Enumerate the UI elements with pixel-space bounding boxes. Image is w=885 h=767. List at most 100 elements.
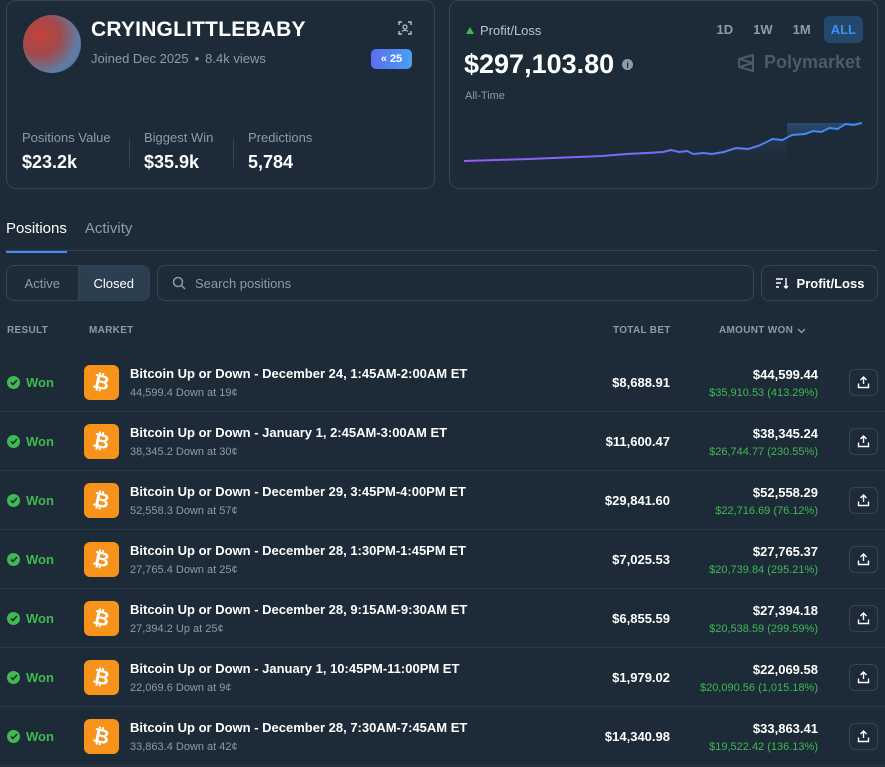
share-icon [857, 612, 870, 625]
stat-label: Biggest Win [144, 130, 214, 145]
stat-value: $35.9k [144, 152, 200, 172]
market-name[interactable]: Bitcoin Up or Down - January 1, 10:45PM-… [130, 661, 460, 676]
share-icon [857, 435, 870, 448]
rank-badge: «25 [371, 49, 412, 69]
table-row[interactable]: Won ₿ Bitcoin Up or Down - December 29, … [0, 471, 885, 530]
check-icon [7, 553, 20, 566]
result-label: Won [26, 611, 54, 626]
column-result: RESULT [7, 325, 49, 336]
check-icon [7, 730, 20, 743]
market-name[interactable]: Bitcoin Up or Down - December 28, 1:30PM… [130, 543, 466, 558]
bitcoin-icon[interactable]: ₿ [84, 601, 119, 636]
stat-label: Predictions [248, 130, 313, 145]
bitcoin-icon[interactable]: ₿ [84, 424, 119, 459]
range-1m[interactable]: 1M [792, 22, 811, 37]
share-button[interactable] [849, 428, 878, 455]
profile-card: CRYINGLITTLEBABY Joined Dec 2025 • 8.4k vi… [6, 0, 435, 189]
stat-predictions: Predictions 5,784 [248, 130, 312, 173]
trend-up-icon [466, 27, 474, 34]
chevron-down-icon [797, 328, 806, 333]
range-all[interactable]: ALL [823, 16, 863, 43]
divider [233, 139, 234, 167]
market-name[interactable]: Bitcoin Up or Down - December 28, 7:30AM… [130, 720, 468, 735]
search-input[interactable] [195, 275, 735, 291]
column-amount-won[interactable]: AMOUNT WON [719, 325, 806, 336]
polymarket-logo-icon [737, 53, 754, 72]
share-icon [857, 494, 870, 507]
share-icon [857, 730, 870, 743]
filter-closed[interactable]: Closed [77, 266, 149, 300]
result-status: Won [7, 729, 54, 744]
share-icon [857, 376, 870, 389]
divider [129, 139, 130, 167]
result-status: Won [7, 375, 54, 390]
profit-amount: $22,716.69 (76.12%) [715, 505, 818, 517]
info-icon[interactable]: i [622, 59, 634, 70]
market-name[interactable]: Bitcoin Up or Down - December 29, 3:45PM… [130, 484, 466, 499]
result-status: Won [7, 670, 54, 685]
total-bet: $1,979.02 [612, 670, 670, 685]
pnl-label: Profit/Loss [466, 23, 541, 38]
range-1d[interactable]: 1D [716, 22, 734, 37]
joined-date: Joined Dec 2025 [91, 51, 189, 66]
amount-won: $33,863.41 [752, 721, 818, 736]
position-detail: 27,765.4 Down at 25¢ [130, 564, 238, 576]
share-button[interactable] [849, 487, 878, 514]
bitcoin-icon[interactable]: ₿ [84, 660, 119, 695]
pnl-amount: $297,103.80 [464, 49, 615, 79]
market-name[interactable]: Bitcoin Up or Down - January 1, 2:45AM-3… [130, 425, 448, 440]
check-icon [7, 494, 20, 507]
profit-amount: $19,522.42 (136.13%) [709, 741, 818, 753]
tab-activity[interactable]: Activity [84, 220, 133, 237]
share-button[interactable] [849, 664, 878, 691]
result-label: Won [26, 493, 54, 508]
bitcoin-icon[interactable]: ₿ [84, 483, 119, 518]
market-name[interactable]: Bitcoin Up or Down - December 24, 1:45AM… [130, 366, 468, 381]
amount-won: $22,069.58 [752, 662, 818, 677]
column-amount-won-label: AMOUNT WON [719, 325, 794, 336]
pnl-period: All-Time [465, 90, 505, 102]
brand-name: Polymarket [763, 52, 861, 72]
avatar[interactable] [23, 15, 81, 73]
table-row[interactable]: Won ₿ Bitcoin Up or Down - December 28, … [0, 530, 885, 589]
stat-value: 5,784 [248, 152, 294, 172]
market-name[interactable]: Bitcoin Up or Down - December 28, 9:15AM… [130, 602, 468, 617]
tab-bar: Positions Activity [6, 220, 132, 253]
total-bet: $11,600.47 [605, 434, 670, 449]
result-status: Won [7, 552, 54, 567]
rewind-icon: « [380, 53, 387, 65]
tab-positions[interactable]: Positions [6, 220, 67, 253]
share-button[interactable] [849, 605, 878, 632]
table-row[interactable]: Won ₿ Bitcoin Up or Down - January 1, 10… [0, 648, 885, 707]
share-button[interactable] [849, 723, 878, 750]
sort-button[interactable]: Profit/Loss [761, 265, 878, 301]
share-button[interactable] [849, 546, 878, 573]
table-row[interactable]: Won ₿ Bitcoin Up or Down - December 28, … [0, 707, 885, 766]
positions-list: Won ₿ Bitcoin Up or Down - December 24, … [0, 353, 885, 766]
share-icon [857, 553, 870, 566]
column-total-bet[interactable]: TOTAL BET [613, 325, 671, 336]
range-selector: 1D 1W 1M ALL [710, 16, 863, 43]
amount-won: $27,394.18 [752, 603, 818, 618]
amount-won: $38,345.24 [752, 426, 818, 441]
bitcoin-icon[interactable]: ₿ [84, 542, 119, 577]
position-detail: 38,345.2 Down at 30¢ [130, 446, 238, 458]
result-status: Won [7, 493, 54, 508]
profit-amount: $26,744.77 (230.55%) [709, 446, 818, 458]
share-button[interactable] [849, 369, 878, 396]
stat-label: Positions Value [22, 130, 111, 145]
filter-active[interactable]: Active [24, 275, 60, 291]
table-row[interactable]: Won ₿ Bitcoin Up or Down - December 28, … [0, 589, 885, 648]
range-1w[interactable]: 1W [753, 22, 773, 37]
sort-icon [775, 278, 789, 289]
table-row[interactable]: Won ₿ Bitcoin Up or Down - January 1, 2:… [0, 412, 885, 471]
amount-won: $44,599.44 [752, 367, 818, 382]
scan-icon[interactable] [398, 21, 412, 35]
table-row[interactable]: Won ₿ Bitcoin Up or Down - December 24, … [0, 353, 885, 412]
position-detail: 44,599.4 Down at 19¢ [130, 387, 238, 399]
bitcoin-icon[interactable]: ₿ [84, 365, 119, 400]
polymarket-brand: Polymarket [736, 52, 861, 73]
amount-won: $52,558.29 [752, 485, 818, 500]
check-icon [7, 435, 20, 448]
bitcoin-icon[interactable]: ₿ [84, 719, 119, 754]
